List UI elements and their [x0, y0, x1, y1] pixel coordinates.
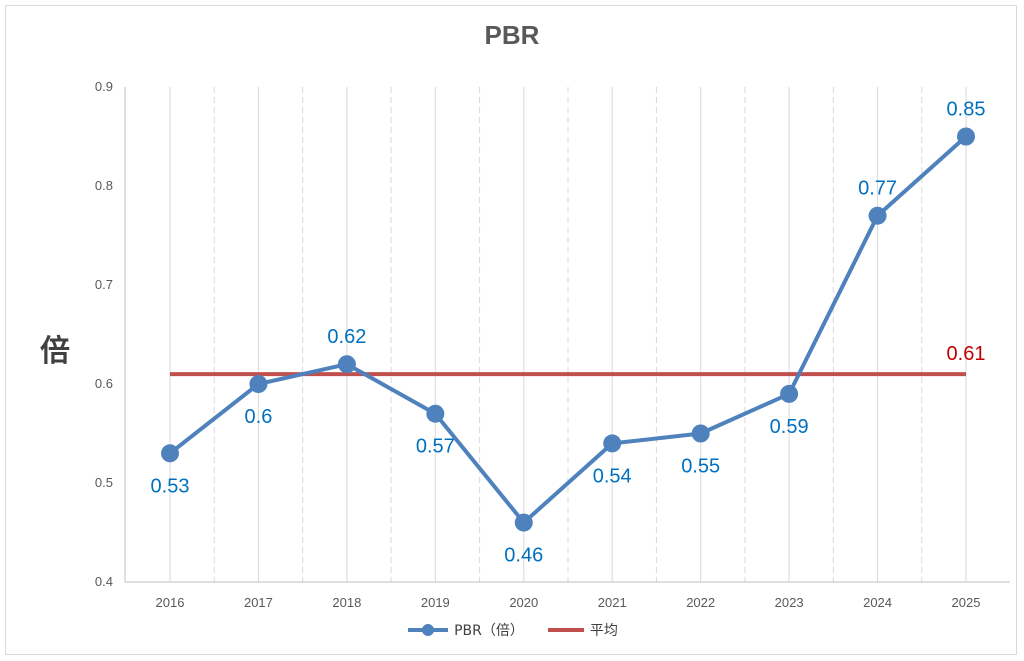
y-axis-label: 倍 — [40, 334, 70, 369]
pbr-data-point — [514, 513, 533, 532]
legend-marker-line-dot-icon — [408, 624, 449, 636]
pbr-data-label: 0.77 — [858, 178, 897, 200]
y-tick-label: 0.6 — [95, 376, 113, 391]
chart-frame — [5, 5, 1017, 655]
pbr-data-label: 0.62 — [327, 326, 366, 348]
legend: PBR（倍） 平均 — [0, 620, 1024, 640]
pbr-data-label: 0.59 — [770, 416, 809, 438]
legend-label-average: 平均 — [589, 623, 618, 639]
x-tick-label: 2017 — [244, 595, 273, 610]
y-tick-label: 0.4 — [95, 574, 113, 589]
y-tick-label: 0.9 — [95, 79, 113, 94]
x-tick-label: 2022 — [686, 595, 715, 610]
pbr-data-point — [691, 424, 710, 443]
average-data-label: 0.61 — [947, 343, 986, 365]
legend-marker-line-icon — [547, 628, 584, 632]
pbr-data-point — [603, 434, 622, 453]
pbr-data-label: 0.54 — [593, 465, 632, 487]
legend-item-average: 平均 — [546, 620, 618, 640]
pbr-data-point — [957, 127, 975, 146]
x-tick-label: 2018 — [332, 595, 361, 610]
x-tick-label: 2025 — [952, 595, 981, 610]
pbr-data-label: 0.55 — [681, 456, 720, 478]
pbr-data-point — [780, 384, 799, 403]
pbr-data-label: 0.53 — [151, 475, 190, 497]
pbr-data-label: 0.6 — [245, 406, 273, 428]
legend-label-pbr: PBR（倍） — [454, 623, 524, 639]
pbr-data-point — [249, 375, 268, 393]
y-tick-label: 0.5 — [95, 475, 113, 490]
y-tick-label: 0.7 — [95, 277, 113, 292]
chart-title: PBR — [484, 20, 540, 50]
x-tick-label: 2023 — [775, 595, 804, 610]
x-tick-label: 2024 — [863, 595, 892, 610]
pbr-data-point — [868, 206, 887, 225]
x-tick-label: 2019 — [421, 595, 450, 610]
pbr-data-label: 0.57 — [416, 436, 455, 458]
pbr-series-line — [168, 135, 968, 525]
x-tick-label: 2021 — [598, 595, 627, 610]
pbr-data-point — [426, 404, 445, 423]
pbr-data-label: 0.85 — [947, 99, 986, 121]
y-tick-label: 0.8 — [95, 178, 113, 193]
pbr-data-label: 0.46 — [504, 545, 543, 567]
pbr-data-point — [161, 444, 179, 463]
x-tick-label: 2016 — [156, 595, 185, 610]
pbr-data-point — [337, 355, 356, 374]
legend-item-pbr: PBR（倍） — [406, 620, 524, 640]
x-tick-label: 2020 — [509, 595, 538, 610]
